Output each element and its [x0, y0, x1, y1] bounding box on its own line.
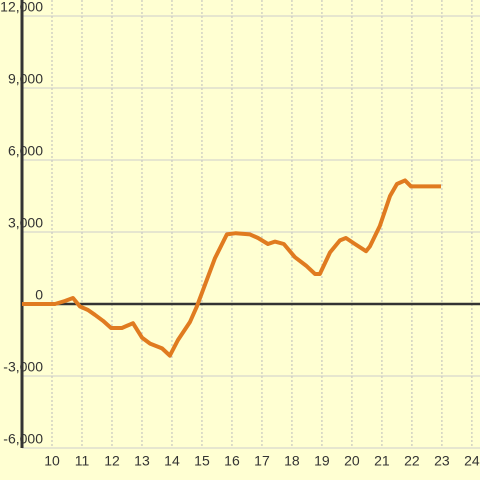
- data-line: [22, 178, 442, 358]
- y-tick-label: 0: [35, 287, 43, 303]
- x-tick-label: 23: [434, 453, 450, 469]
- x-tick-label: 11: [75, 453, 90, 469]
- x-tick-label: 13: [134, 453, 150, 469]
- x-tick-label: 10: [44, 453, 60, 469]
- x-tick-label: 16: [224, 453, 240, 469]
- x-tick-label: 18: [284, 453, 300, 469]
- x-tick-label: 22: [404, 453, 420, 469]
- x-tick-label: 14: [164, 453, 180, 469]
- x-tick-label: 15: [194, 453, 210, 469]
- y-tick-label: 3,000: [8, 215, 43, 231]
- x-tick-label: 17: [254, 453, 270, 469]
- x-tick-label: 12: [104, 453, 120, 469]
- x-tick-label: 24: [464, 453, 480, 469]
- y-tick-label: 9,000: [8, 71, 43, 87]
- x-tick-label: 21: [374, 453, 390, 469]
- x-tick-label: 20: [344, 453, 360, 469]
- y-tick-label: 6,000: [8, 143, 43, 159]
- x-tick-label: 19: [314, 453, 330, 469]
